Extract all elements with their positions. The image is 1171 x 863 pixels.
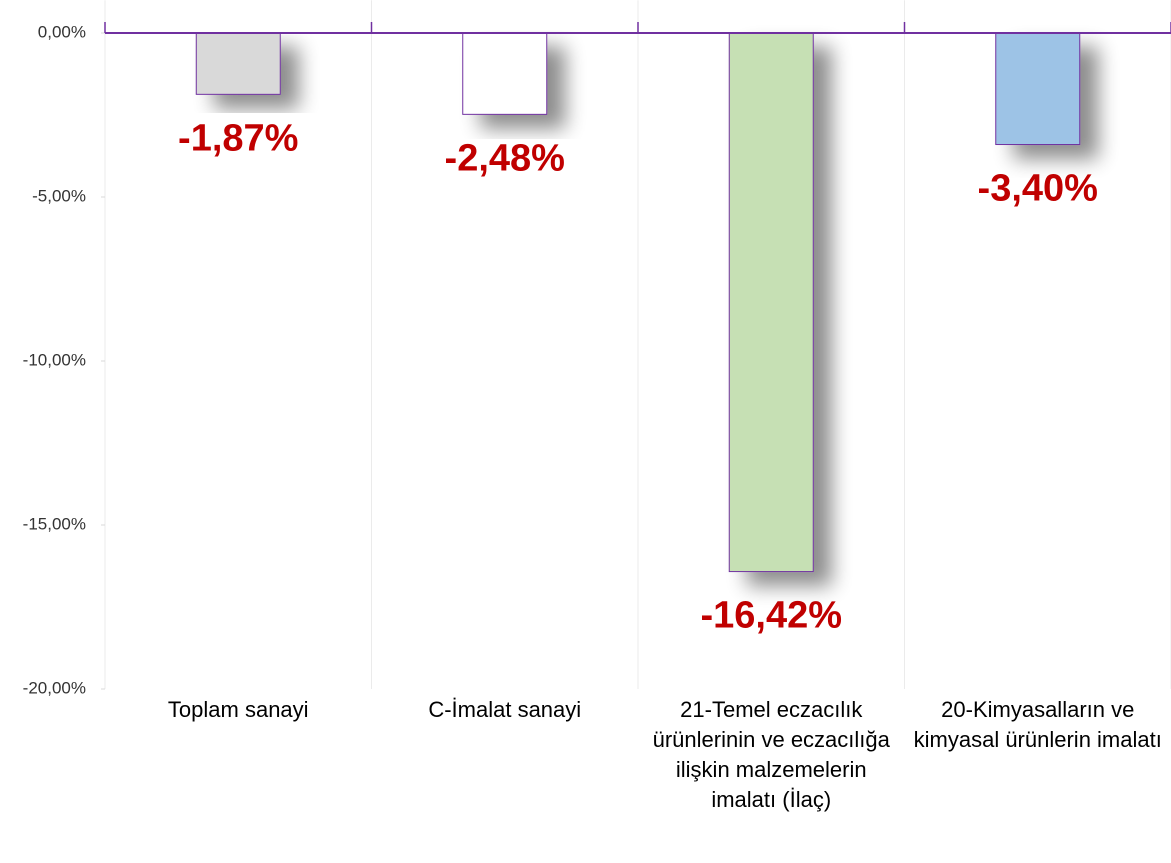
x-tick-label: Toplam sanayi bbox=[167, 697, 309, 722]
data-label: -1,87% bbox=[178, 117, 298, 159]
y-tick-label: -15,00% bbox=[23, 514, 86, 533]
y-tick-label: -10,00% bbox=[23, 350, 86, 369]
data-label: -16,42% bbox=[700, 595, 842, 637]
data-label: -2,48% bbox=[445, 137, 565, 179]
data-label: -3,40% bbox=[978, 168, 1098, 210]
x-tick-label: 20-Kimyasalların ve kimyasal ürünlerin i… bbox=[913, 697, 1162, 752]
x-tick-label: C-İmalat sanayi bbox=[428, 697, 582, 722]
y-tick-label: -20,00% bbox=[23, 678, 86, 697]
x-tick-label: 21-Temel eczacılık ürünlerinin ve eczacı… bbox=[652, 697, 890, 812]
bar bbox=[995, 32, 1081, 146]
y-tick-label: 0,00% bbox=[38, 22, 86, 41]
bar bbox=[195, 32, 281, 95]
y-tick-label: -5,00% bbox=[32, 186, 86, 205]
bar bbox=[462, 32, 548, 115]
bar bbox=[728, 32, 814, 573]
